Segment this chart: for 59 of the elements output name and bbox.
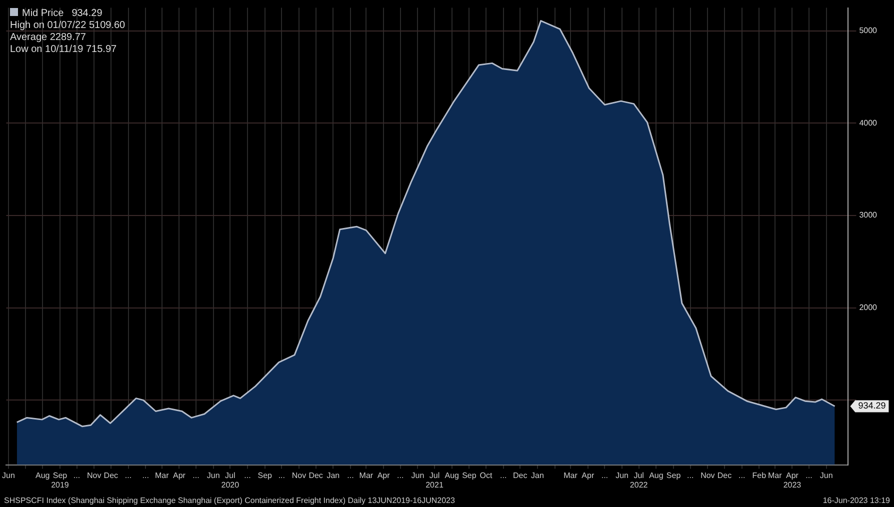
x-tick-label: Jan [326, 470, 340, 480]
y-tick-label: 2000 [859, 303, 878, 312]
x-tick-label: ... [806, 470, 812, 480]
x-tick-label: Mar [564, 470, 578, 480]
x-tick-label: ... [244, 470, 251, 480]
x-tick-label: ... [397, 470, 404, 480]
text: SHSPSCFI Index (Shanghai Shipping Exchange Shanghai (Export) Containerized Freight Index) Daily 13JUN2019-16JUN2023 [4, 496, 455, 505]
x-tick-label: Jul 2021 [426, 470, 444, 490]
annotation: High on 01/07/22 5109.60 [10, 20, 126, 32]
x-tick-label: Apr [172, 470, 186, 480]
x-tick-label: Aug [35, 470, 50, 480]
x-tick-label: Dec [104, 470, 118, 480]
x-tick-label: Jun [206, 470, 220, 480]
annotation: Average 2289.77 [10, 32, 87, 44]
x-tick-label: ... [124, 470, 132, 480]
x-tick-label: Sep [462, 470, 477, 480]
x-tick-label: ... [347, 470, 354, 480]
x-tick-label: Nov [86, 470, 102, 480]
x-tick-label: Dec [308, 470, 323, 480]
x-tick-label: ... [73, 470, 80, 480]
x-tick-label: ... [601, 470, 608, 480]
x-tick-label: Apr [377, 470, 390, 480]
annotation: Low on 10/11/19 715.97 [10, 44, 118, 56]
x-tick-label: Jul 2020 [221, 470, 240, 490]
x-tick-label: ... [192, 470, 200, 480]
x-tick-label: Oct [480, 470, 493, 480]
x-tick-label: Apr 2023 [783, 470, 802, 490]
x-tick-label: ... [738, 470, 746, 480]
x-tick-label: Mar [154, 470, 170, 480]
x-tick-label: ... [500, 470, 507, 480]
annotation: 934.29 [858, 400, 886, 411]
x-tick-label: ... [686, 470, 694, 480]
x-tick-label: Sep 2019 [51, 470, 70, 490]
x-tick-label: Jul 2022 [630, 470, 648, 490]
x-tick-label: Aug [444, 470, 459, 480]
x-tick-label: Jun [616, 470, 628, 480]
x-tick-label: Sep [258, 470, 273, 480]
x-tick-label: Apr [582, 470, 594, 480]
x-tick-label: Jun [411, 470, 424, 480]
y-tick-label: 4000 [859, 118, 878, 128]
x-tick-label: Jun [820, 470, 833, 480]
x-tick-label: Jun [2, 470, 15, 480]
x-tick-label: Dec [717, 470, 732, 480]
text: 16-Jun-2023 13:19 [822, 496, 890, 505]
x-tick-label: Aug [649, 470, 664, 480]
annotation: 934.29 [72, 8, 102, 20]
legend-label: Mid Price [21, 8, 64, 20]
y-tick-label: 3000 [859, 210, 878, 220]
x-tick-label: Jan [531, 470, 544, 480]
x-tick-label: Nov [700, 470, 715, 480]
y-tick-label: 5000 [859, 26, 878, 36]
x-tick-label: ... [278, 470, 285, 480]
x-tick-label: Nov [292, 470, 306, 480]
x-tick-label: ... [142, 470, 149, 480]
x-tick-label: Feb [752, 470, 767, 480]
x-tick-label: Mar [768, 470, 782, 480]
x-tick-label: Dec [513, 470, 528, 480]
x-tick-label: Sep [666, 470, 682, 480]
x-tick-label: Mar [359, 470, 374, 480]
